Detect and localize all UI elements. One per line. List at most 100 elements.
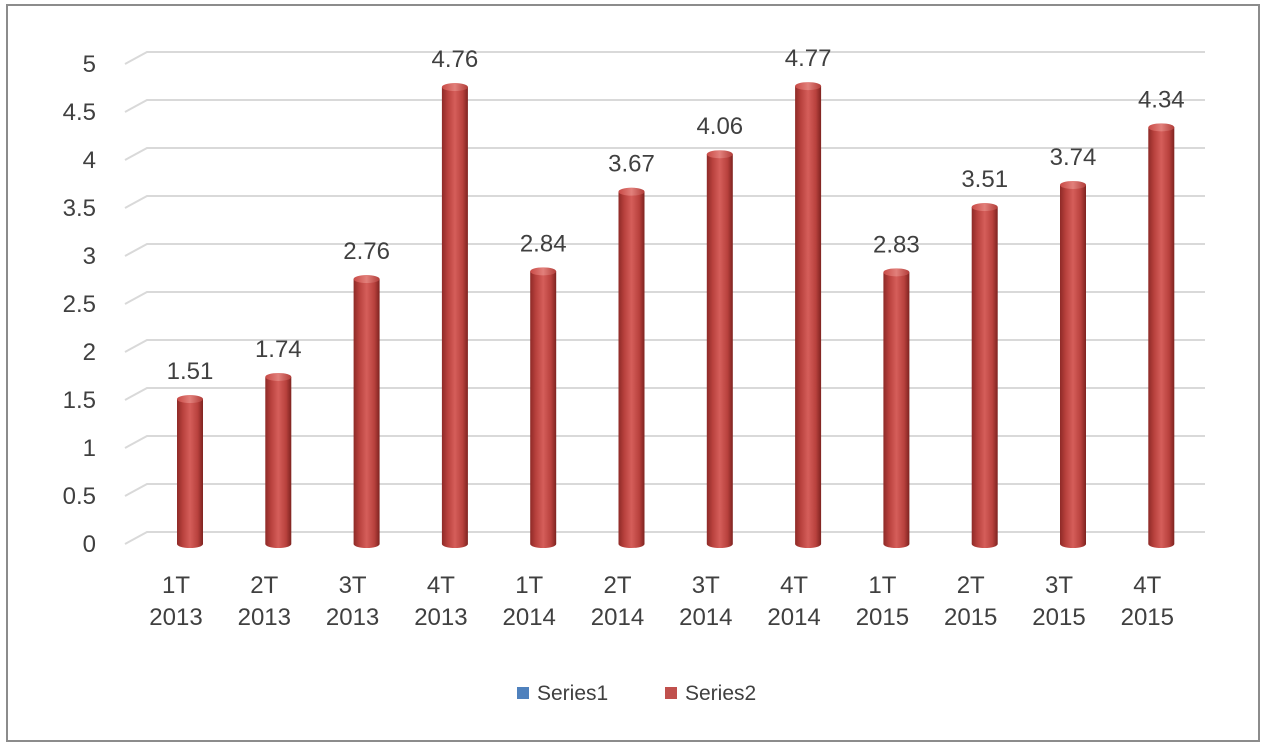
gridline [124, 531, 1205, 545]
bar-group [441, 83, 468, 548]
legend-swatch [665, 687, 677, 699]
x-tick-label: 3T 2015 [1032, 572, 1085, 631]
legend-label: Series1 [537, 682, 608, 705]
x-tick-line: 2014 [591, 604, 644, 631]
bar-cap [883, 268, 910, 277]
data-labels: 1.51 1.74 2.76 4.76 2.84 3.67 4.06 4.77 2.83 3.51… [167, 45, 1185, 385]
y-tick-label: 1 [83, 435, 96, 462]
gridline [124, 195, 1205, 209]
bar-cap [265, 372, 292, 381]
bar [1060, 184, 1086, 548]
x-tick-line: 1T [515, 572, 543, 599]
x-tick-line: 2014 [503, 604, 556, 631]
x-tick-label: 1T 2013 [149, 572, 202, 631]
x-tick-line: 2013 [238, 604, 291, 631]
gridline [124, 483, 1205, 497]
bar [618, 191, 645, 548]
bar [530, 271, 557, 548]
data-label: 2.84 [520, 230, 567, 257]
x-tick-line: 2015 [1032, 604, 1085, 631]
bar [441, 87, 468, 548]
y-axis-ticks: 0 0.5 1 1.5 2 2.5 3 3.5 4 4.5 5 [63, 51, 96, 558]
data-label: 1.74 [255, 336, 302, 363]
x-tick-line: 2014 [679, 604, 732, 631]
y-tick-label: 0 [83, 531, 96, 558]
bar-cap [971, 203, 998, 212]
bar-group [353, 275, 380, 548]
bar [1148, 127, 1175, 549]
x-tick-label: 4T 2013 [414, 572, 467, 631]
bar-group [795, 82, 822, 548]
gridline [124, 51, 1205, 65]
bar-cap [1060, 180, 1086, 189]
bar-cap [706, 150, 733, 159]
bar [883, 272, 910, 548]
bar-cap [795, 82, 822, 91]
gridline [124, 243, 1205, 257]
x-tick-line: 2013 [326, 604, 379, 631]
bar-group [265, 372, 292, 548]
x-tick-line: 1T [162, 572, 190, 599]
x-tick-label: 3T 2013 [326, 572, 379, 631]
bar-cap [1148, 123, 1175, 132]
x-tick-line: 2013 [149, 604, 202, 631]
gridline [124, 99, 1205, 113]
legend-swatch [517, 687, 529, 699]
bar-group [1060, 180, 1086, 548]
data-label: 3.74 [1050, 144, 1097, 171]
x-tick-label: 4T 2015 [1121, 572, 1174, 631]
bar-cap [177, 395, 203, 404]
y-tick-label: 3.5 [63, 195, 96, 222]
y-tick-label: 1.5 [63, 387, 96, 414]
data-label: 1.51 [167, 358, 214, 385]
x-tick-label: 3T 2014 [679, 572, 732, 631]
gridlines [124, 51, 1205, 545]
bar-group [530, 267, 557, 548]
x-tick-line: 4T [427, 572, 455, 599]
x-tick-label: 2T 2015 [944, 572, 997, 631]
y-tick-label: 5 [83, 51, 96, 78]
data-label: 3.51 [961, 166, 1008, 193]
data-label: 3.67 [608, 151, 655, 178]
bar [795, 86, 822, 548]
bar [353, 279, 380, 548]
bar [971, 207, 998, 549]
bar-group [883, 268, 910, 548]
data-label: 2.83 [873, 231, 920, 258]
bar-cap [353, 275, 380, 284]
x-tick-line: 2013 [414, 604, 467, 631]
data-label: 2.76 [343, 238, 390, 265]
bar-cap [441, 83, 468, 92]
bar-group [618, 187, 645, 548]
data-label: 4.77 [785, 45, 832, 72]
gridline [124, 435, 1205, 449]
y-tick-label: 3 [83, 243, 96, 270]
x-tick-label: 4T 2014 [767, 572, 820, 631]
bar [265, 376, 292, 548]
y-tick-label: 4 [83, 147, 96, 174]
bar [177, 399, 203, 548]
x-tick-line: 3T [1045, 572, 1073, 599]
x-tick-label: 1T 2015 [856, 572, 909, 631]
x-axis-ticks: 1T 2013 2T 2013 3T 2013 4T 2013 1T 2014 2T 2014 3T 20… [149, 572, 1174, 631]
gridline [124, 147, 1205, 161]
x-tick-line: 3T [692, 572, 720, 599]
bar-series-2 [177, 82, 1175, 549]
bar-group [177, 395, 203, 548]
y-tick-label: 2 [83, 339, 96, 366]
x-tick-line: 2T [250, 572, 278, 599]
x-tick-label: 2T 2014 [591, 572, 644, 631]
gridline [124, 339, 1205, 353]
x-tick-line: 2015 [1121, 604, 1174, 631]
x-tick-line: 2T [603, 572, 631, 599]
bar-group [971, 203, 998, 549]
data-label: 4.06 [696, 113, 743, 140]
x-tick-line: 2015 [856, 604, 909, 631]
x-tick-line: 1T [868, 572, 896, 599]
x-tick-line: 2015 [944, 604, 997, 631]
bar-cap [618, 187, 645, 196]
data-label: 4.34 [1138, 86, 1185, 113]
legend-label: Series2 [685, 682, 756, 705]
bar-group [706, 150, 733, 549]
bar-cap [530, 267, 557, 276]
